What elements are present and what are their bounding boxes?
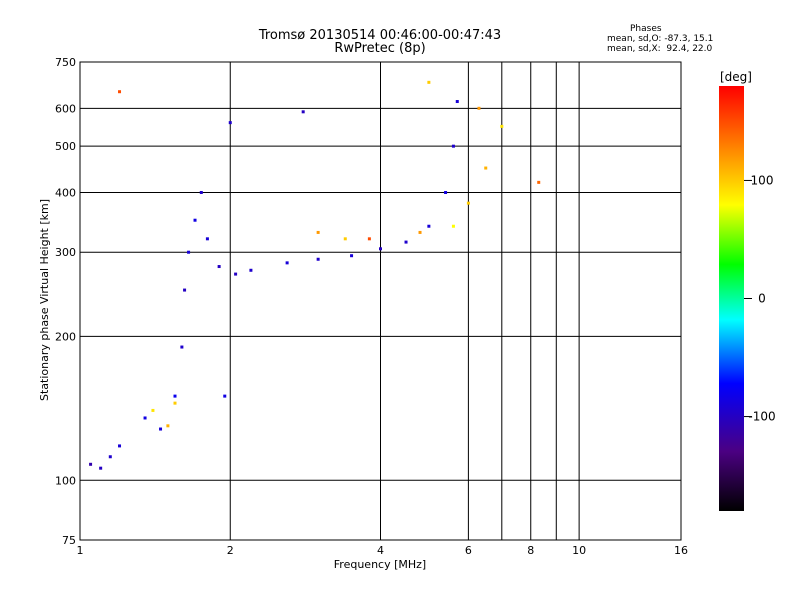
data-point-o (444, 190, 448, 194)
chart-subtitle: RwPretec (8p) (334, 41, 426, 56)
grid-lines (80, 62, 681, 540)
phases-header: Phases (630, 24, 662, 34)
data-point-o (427, 224, 431, 228)
y-tick-label: 750 (55, 56, 76, 69)
data-point-x (477, 106, 481, 110)
x-tick-label: 10 (572, 544, 586, 557)
data-point-o (223, 394, 227, 398)
data-point-x (537, 180, 541, 184)
x-tick-label: 2 (227, 544, 234, 557)
data-point-o (350, 254, 354, 258)
colorbar-tick-label: -100 (748, 410, 775, 424)
phases-o-stats: mean, sd,O: -87.3, 15.1 (607, 34, 714, 44)
y-tick-label: 400 (55, 186, 76, 199)
data-point-o (301, 110, 305, 114)
data-point-o (183, 288, 187, 292)
data-point-x (418, 230, 422, 234)
data-point-o (205, 237, 209, 241)
data-point-o (455, 100, 459, 104)
data-point-o (99, 466, 103, 470)
x-tick-label: 1 (77, 544, 84, 557)
y-tick-labels: 75 100 200 300 400 500 600 750 (55, 56, 76, 547)
colorbar-label: [deg] (720, 70, 752, 84)
y-tick-label: 300 (55, 246, 76, 259)
data-point-x (367, 237, 371, 241)
data-point-o (199, 190, 203, 194)
data-point-o (159, 427, 163, 431)
data-point-x (427, 80, 431, 84)
data-point-x (316, 230, 320, 234)
y-tick-label: 600 (55, 102, 76, 115)
data-point-x (484, 166, 488, 170)
data-point-o (118, 444, 122, 448)
x-tick-labels: 1 2 4 6 8 10 16 (77, 544, 689, 557)
x-tick-label: 16 (674, 544, 688, 557)
data-point-o (316, 257, 320, 261)
y-tick-label: 500 (55, 140, 76, 153)
x-tick-label: 6 (465, 544, 472, 557)
phases-x-stats: mean, sd,X: 92.4, 22.0 (607, 44, 713, 54)
data-point-o (108, 455, 112, 459)
y-tick-label: 100 (55, 474, 76, 487)
data-point-o (285, 261, 289, 265)
data-points (89, 80, 541, 470)
y-tick-label: 75 (62, 534, 76, 547)
colorbar-ticks: 100 0 -100 (744, 173, 776, 424)
data-point-x (118, 90, 122, 94)
data-point-o (249, 268, 253, 272)
data-point-x (166, 424, 170, 428)
y-axis-label: Stationary phase Virtual Height [km] (38, 199, 51, 401)
data-point-o (228, 121, 232, 125)
data-point-o (187, 250, 191, 254)
data-point-o (173, 394, 177, 398)
data-point-x (151, 408, 155, 412)
data-point-x (500, 124, 504, 128)
x-tick-label: 4 (377, 544, 384, 557)
colorbar-tick-label: 100 (751, 173, 774, 187)
data-point-o (143, 416, 147, 420)
data-point-x (466, 201, 470, 205)
colorbar (719, 86, 744, 511)
data-point-o (234, 272, 238, 276)
data-point-o (217, 265, 221, 269)
data-point-o (89, 462, 93, 466)
data-point-o (193, 218, 197, 222)
x-axis-label: Frequency [MHz] (334, 558, 426, 571)
chart-title: Tromsø 20130514 00:46:00-00:47:43 (258, 28, 502, 43)
y-tick-label: 200 (55, 330, 76, 343)
data-point-x (173, 401, 177, 405)
x-tick-label: 8 (527, 544, 534, 557)
data-point-x (343, 237, 347, 241)
data-point-o (404, 240, 408, 244)
data-point-o (451, 144, 455, 148)
colorbar-tick-label: 0 (758, 292, 766, 306)
data-point-x (451, 224, 455, 228)
data-point-o (379, 247, 382, 251)
data-point-o (180, 345, 184, 349)
